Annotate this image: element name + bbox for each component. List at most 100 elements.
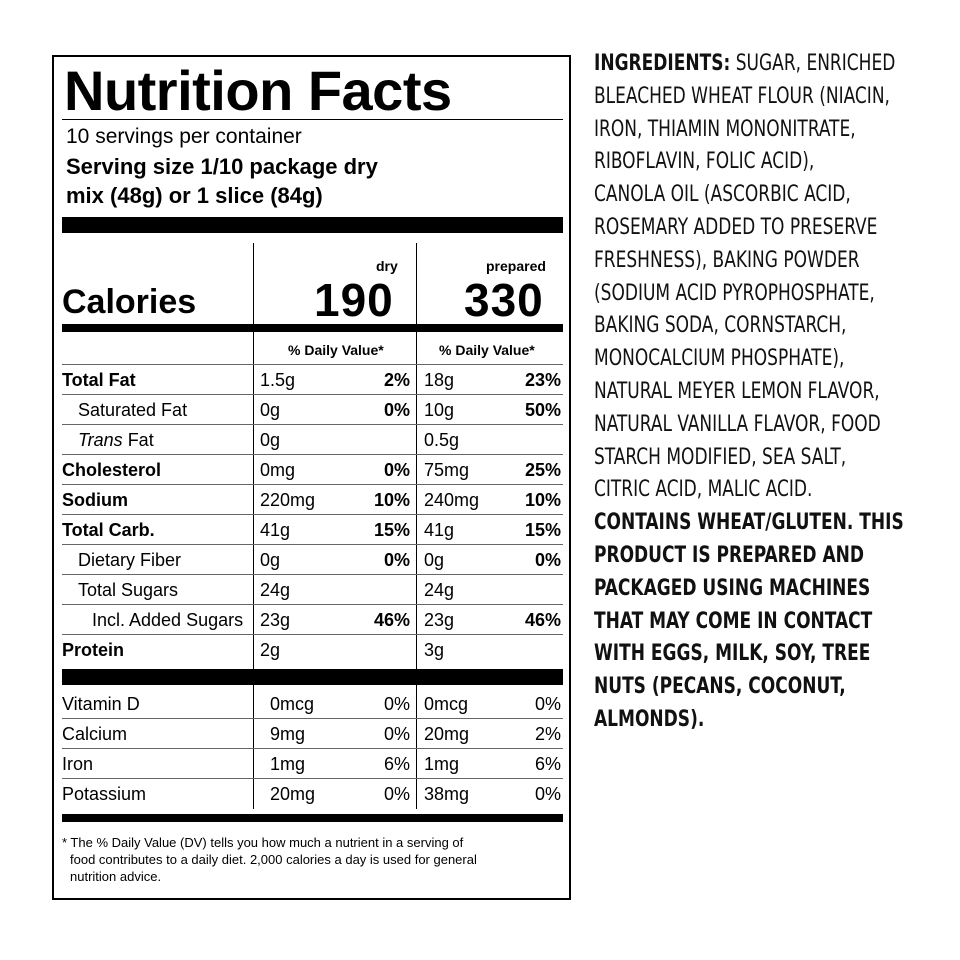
dry-amount: 0mg (260, 460, 296, 480)
dry-amount: 9mg (270, 724, 306, 744)
dry-amount: 2g (260, 640, 281, 660)
dry-amount: 0g (260, 550, 281, 570)
dry-daily-value: 0% (383, 784, 410, 804)
serving-size-line-1: Serving size 1/10 package dry (66, 154, 378, 179)
footnote-divider (62, 814, 563, 822)
prepared-daily-value: 2% (534, 724, 561, 744)
prepared-amount: 240mg (424, 490, 480, 510)
prepared-amount: 38mg (424, 784, 470, 804)
footnote-line: food contributes to a daily diet. 2,000 … (70, 852, 477, 867)
dry-daily-value: 10% (373, 490, 410, 510)
prepared-daily-value: 23% (524, 370, 561, 390)
ingredients-line: BAKING SODA, CORNSTARCH, (594, 313, 847, 339)
nutrient-label: Protein (62, 640, 125, 660)
column-separator-dry (253, 243, 254, 809)
ingredients-line: ROSEMARY ADDED TO PRESERVE (594, 214, 878, 240)
row-divider (62, 778, 563, 779)
nutrient-row-protein: Protein 2g 3g (62, 635, 563, 665)
nutrient-label: Cholesterol (62, 460, 162, 480)
prepared-amount: 75mg (424, 460, 470, 480)
thick-divider (62, 217, 563, 233)
ingredients-line: NATURAL MEYER LEMON FLAVOR, (594, 378, 880, 404)
prepared-amount: 0g (424, 550, 445, 570)
allergen-line: PACKAGED USING MACHINES (594, 575, 871, 601)
ingredients-line: NATURAL VANILLA FLAVOR, FOOD (594, 411, 881, 437)
prepared-daily-value: 46% (524, 610, 561, 630)
nutrient-row-dietary-fiber: Dietary Fiber 0g 0% 0g 0% (62, 545, 563, 575)
row-divider (62, 718, 563, 719)
row-divider (62, 484, 563, 485)
dry-daily-value: 0% (383, 694, 410, 714)
dry-amount: 20mg (270, 784, 316, 804)
ingredients-heading: INGREDIENTS: (594, 51, 731, 76)
allergen-line: ALMONDS). (594, 706, 705, 732)
dry-amount: 1.5g (260, 370, 296, 390)
nutrition-facts-panel: Nutrition Facts 10 servings per containe… (52, 55, 571, 900)
vitamin-label: Vitamin D (62, 694, 140, 714)
row-divider (62, 634, 563, 635)
nutrient-row-total-carb: Total Carb. 41g 15% 41g 15% (62, 515, 563, 545)
nutrient-row-sodium: Sodium 220mg 10% 240mg 10% (62, 485, 563, 515)
vitamin-row-calcium: Calcium 9mg 0% 20mg 2% (62, 719, 563, 749)
calories-dry-value: 190 (314, 274, 394, 326)
footnote-line: nutrition advice. (70, 869, 162, 884)
nutrient-row-total-fat: Total Fat 1.5g 2% 18g 23% (62, 365, 563, 395)
dry-daily-value: 15% (373, 520, 410, 540)
calories-prepared-value: 330 (464, 274, 544, 326)
row-divider (62, 574, 563, 575)
prepared-amount: 1mg (424, 754, 460, 774)
dry-amount: 23g (260, 610, 291, 630)
ingredients-line: BLEACHED WHEAT FLOUR (NIACIN, (594, 83, 890, 109)
nutrient-label-italic: Trans (78, 430, 123, 450)
row-divider (62, 514, 563, 515)
ingredients-line: IRON, THIAMIN MONONITRATE, (594, 116, 856, 142)
nutrient-row-total-sugars: Total Sugars 24g 24g (62, 575, 563, 605)
nutrient-row-cholesterol: Cholesterol 0mg 0% 75mg 25% (62, 455, 563, 485)
divider (62, 364, 563, 365)
nutrient-row-added-sugars: Incl. Added Sugars 23g 46% 23g 46% (62, 605, 563, 635)
prepared-amount: 0mcg (424, 694, 469, 714)
vitamin-row-iron: Iron 1mg 6% 1mg 6% (62, 749, 563, 779)
nutrient-row-trans-fat: Trans Fat 0g 0.5g (62, 425, 563, 455)
ingredients-line-rest: SUGAR, ENRICHED (730, 51, 896, 76)
ingredients-line: CANOLA OIL (ASCORBIC ACID, (594, 182, 851, 208)
ingredients-text: INGREDIENTS: SUGAR, ENRICHED BLEACHED WH… (594, 48, 934, 737)
vitamin-label: Potassium (62, 784, 147, 804)
prepared-amount: 10g (424, 400, 455, 420)
row-divider (62, 454, 563, 455)
footnote-line: * The % Daily Value (DV) tells you how m… (62, 835, 464, 850)
nutrient-label: Total Sugars (78, 580, 179, 600)
row-divider (62, 604, 563, 605)
dry-daily-value: 0% (383, 460, 410, 480)
nutrient-label-rest: Fat (122, 430, 154, 450)
daily-value-footnote: * The % Daily Value (DV) tells you how m… (62, 834, 552, 885)
dry-amount: 220mg (260, 490, 316, 510)
dry-amount: 0g (260, 430, 281, 450)
prepared-amount: 24g (424, 580, 455, 600)
row-divider (62, 424, 563, 425)
calories-label: Calories (62, 283, 197, 321)
prepared-daily-value: 50% (524, 400, 561, 420)
calories-divider (62, 324, 563, 332)
prepared-amount: 41g (424, 520, 455, 540)
dry-amount: 24g (260, 580, 291, 600)
servings-per-container: 10 servings per container (66, 125, 302, 148)
thick-divider (62, 669, 563, 685)
column-separator-prepared (416, 243, 417, 809)
prepared-daily-value: 6% (534, 754, 561, 774)
ingredients-line: RIBOFLAVIN, FOLIC ACID), (594, 149, 815, 175)
nutrient-label: Total Fat (62, 370, 136, 390)
prepared-daily-value: 15% (524, 520, 561, 540)
row-divider (62, 544, 563, 545)
nutrient-label: Saturated Fat (78, 400, 188, 420)
prepared-amount: 23g (424, 610, 455, 630)
allergen-line: PRODUCT IS PREPARED AND (594, 542, 865, 568)
serving-size: Serving size 1/10 package dry mix (48g) … (66, 152, 546, 210)
dry-amount: 1mg (270, 754, 306, 774)
dry-daily-value: 0% (383, 550, 410, 570)
prepared-daily-value: 0% (534, 694, 561, 714)
prepared-daily-value: 0% (534, 784, 561, 804)
row-divider (62, 394, 563, 395)
dry-amount: 0g (260, 400, 281, 420)
divider (62, 119, 563, 120)
